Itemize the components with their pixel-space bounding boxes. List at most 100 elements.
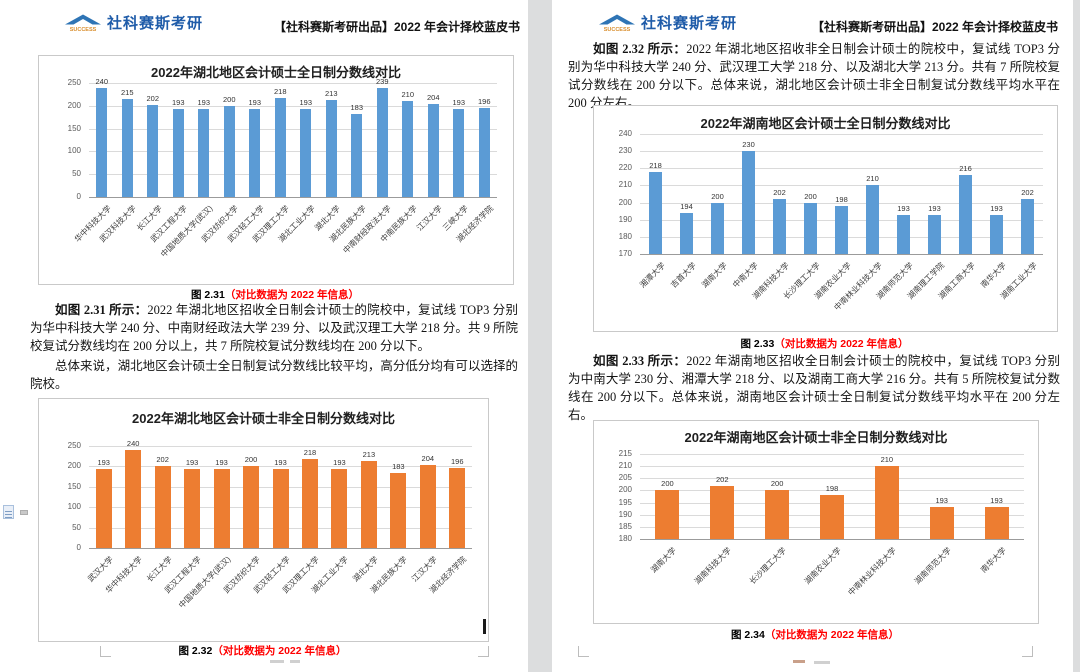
bar-value-label: 213 [362, 450, 376, 460]
gridline [89, 128, 497, 130]
bar [274, 97, 286, 197]
gridline [640, 454, 1024, 455]
gridline [89, 105, 497, 107]
bar-value-label: 202 [716, 474, 729, 484]
y-tick-label: 100 [67, 502, 81, 512]
bar [331, 469, 348, 548]
bar [172, 108, 184, 197]
bar [96, 87, 108, 197]
bar-value-label: 194 [680, 201, 693, 211]
chart-hunan-parttime[interactable]: 2022年湖南地区会计硕士非全日制分数线对比 180 185 190 195 200 20… [593, 420, 1039, 624]
bar-value-label: 193 [299, 97, 312, 107]
bar [360, 461, 377, 548]
bar-value-label: 200 [804, 191, 817, 201]
y-tick-label: 250 [67, 441, 81, 450]
bar [301, 459, 318, 548]
footer-page-number [290, 660, 300, 663]
paragraph-lead: 如图 2.32 所示： [593, 42, 687, 56]
y-tick-label: 100 [67, 146, 81, 156]
bar-value-label: 218 [273, 86, 287, 96]
y-tick-label: 180 [618, 231, 632, 241]
category-label: 中南大学 [730, 260, 760, 290]
bar [390, 473, 407, 548]
text-cursor [483, 619, 486, 634]
bar-value-label: 200 [661, 479, 674, 489]
bar [125, 450, 142, 548]
category-label: 吉首大学 [668, 260, 698, 290]
bar [929, 507, 954, 539]
y-tick-label: 185 [618, 521, 632, 531]
category-label: 湖南农业大学 [802, 545, 844, 587]
bar [928, 214, 941, 254]
paragraph-fig32-analysis: 如图 2.32 所示：2022 年湖北地区招收非全日制会计硕士的院校中，复试线 … [568, 40, 1060, 112]
document-page-left: SUCCESS 社科赛斯考研 【社科赛斯考研出品】2022 年会计择校蓝皮书 2… [22, 0, 528, 672]
figure-note: （对比数据为 2022 年信息） [764, 629, 900, 641]
bar [300, 108, 312, 197]
bar-value-label: 210 [866, 174, 879, 184]
bar-value-label: 202 [1021, 188, 1034, 198]
bar-value-label: 213 [324, 88, 338, 98]
chart-hubei-fulltime[interactable]: 2022年湖北地区会计硕士全日制分数线对比 0 50 100 150 200 250 240… [38, 55, 514, 285]
document-header-title: 【社科赛斯考研出品】2022 年会计择校蓝皮书 [811, 20, 1058, 34]
y-tick-label: 230 [618, 146, 632, 156]
y-tick-label: 200 [67, 100, 81, 110]
comment-caret-icon[interactable] [20, 510, 28, 515]
bar-value-label: 193 [171, 97, 185, 107]
bar-value-label: 196 [451, 457, 464, 467]
x-axis-line [640, 254, 1043, 255]
category-label: 湖南大学 [699, 260, 729, 290]
paragraph-lead: 如图 2.33 所示： [593, 354, 687, 368]
chart-hunan-fulltime[interactable]: 2022年湖南地区会计硕士全日制分数线对比 170 180 190 200 210 220… [593, 105, 1058, 332]
y-tick-label: 195 [618, 497, 632, 507]
paragraph-text: 2022 年湖南地区招收全日制会计硕士的院校中，复试线 TOP3 分别为中南大学… [568, 354, 1060, 422]
bar [95, 469, 112, 548]
brand-logo: SUCCESS 社科赛斯考研 [64, 12, 203, 33]
bar [376, 88, 388, 197]
comment-indicator-icon[interactable] [3, 505, 14, 519]
bar [351, 113, 363, 197]
category-label: 南华大学 [978, 545, 1008, 575]
figure-note: （对比数据为 2022 年信息） [212, 645, 347, 657]
paragraph-text: 总体来说，湖北地区会计硕士全日制复试分数线比较平均，高分低分均有可以选择的院校。 [30, 359, 518, 391]
bar-value-label: 193 [990, 496, 1003, 506]
bar [213, 469, 230, 548]
bar [402, 101, 414, 197]
gridline [89, 466, 472, 468]
bar [649, 171, 662, 254]
bar-value-label: 198 [835, 195, 848, 204]
figure-label: 图 2.33 [740, 338, 775, 350]
category-label: 湖南师范大学 [912, 545, 953, 587]
bar-value-label: 193 [935, 496, 948, 506]
gridline [89, 174, 497, 176]
bar-value-label: 216 [959, 164, 972, 174]
y-tick-label: 0 [76, 192, 81, 201]
category-label: 湖南大学 [649, 545, 679, 575]
gridline [89, 151, 497, 153]
figure-note: （对比数据为 2022 年信息） [224, 289, 360, 301]
bar-value-label: 239 [375, 77, 389, 87]
bar [449, 468, 466, 548]
bar [874, 466, 899, 539]
chart-hubei-parttime[interactable]: 2022年湖北地区会计硕士非全日制分数线对比 0 50 100 150 200 250 19… [38, 398, 489, 642]
paragraph-fig31-analysis: 如图 2.31 所示：2022 年湖北地区招收全日制会计硕士的院校中，复试线 T… [30, 301, 518, 355]
y-tick-label: 150 [67, 123, 81, 133]
bar-value-label: 202 [156, 454, 169, 464]
gridline [640, 490, 1024, 492]
bar [453, 108, 465, 197]
gridline [640, 478, 1024, 480]
y-tick-label: 190 [618, 214, 632, 224]
bar-value-label: 204 [426, 92, 440, 102]
page-margin-mark [100, 646, 111, 657]
bar [427, 103, 439, 197]
bar-value-label: 204 [421, 453, 435, 463]
y-tick-label: 200 [618, 485, 632, 495]
bar-value-label: 193 [897, 203, 910, 213]
bar [680, 212, 693, 254]
page-gap [528, 0, 552, 672]
bar [243, 466, 260, 548]
category-label: 南华大学 [978, 260, 1008, 290]
bar-value-label: 193 [333, 458, 346, 468]
y-tick-label: 150 [67, 481, 81, 491]
x-axis-line [89, 197, 497, 198]
y-tick-label: 210 [618, 180, 632, 190]
